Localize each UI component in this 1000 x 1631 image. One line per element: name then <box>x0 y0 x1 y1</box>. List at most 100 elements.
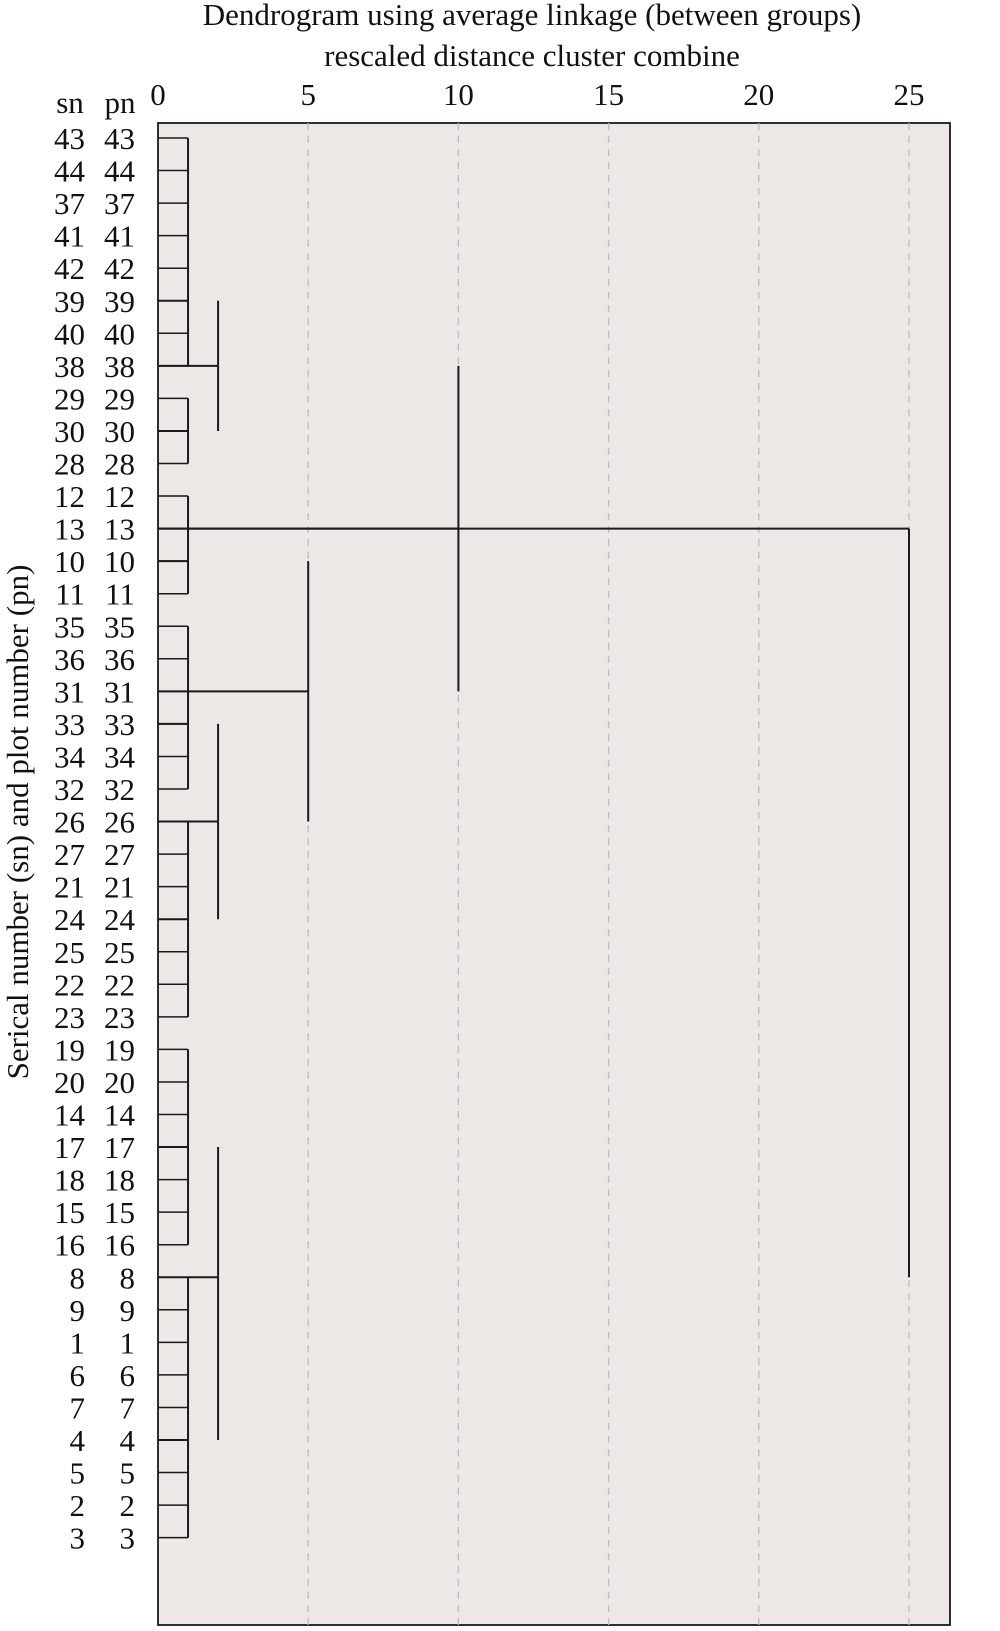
chart-subtitle: rescaled distance cluster combine <box>324 38 740 73</box>
leaf-label-pn: 40 <box>104 316 135 351</box>
leaf-label-sn: 5 <box>70 1456 86 1491</box>
leaf-label-sn: 11 <box>55 577 85 612</box>
leaf-label-pn: 20 <box>104 1065 135 1100</box>
leaf-label-pn: 37 <box>104 186 135 221</box>
leaf-label-pn: 25 <box>104 935 135 970</box>
leaf-label-sn: 20 <box>54 1065 85 1100</box>
leaf-label-pn: 42 <box>104 251 135 286</box>
leaf-label-pn: 31 <box>104 674 135 709</box>
leaf-label-pn: 33 <box>104 707 135 742</box>
plot-panel <box>157 122 951 1626</box>
leaf-label-pn: 43 <box>104 121 135 156</box>
leaf-label-sn: 19 <box>54 1032 85 1067</box>
column-header-sn: sn <box>56 85 84 120</box>
leaf-label-sn: 36 <box>54 642 85 677</box>
leaf-label-pn: 26 <box>104 805 135 840</box>
leaf-label-sn: 6 <box>70 1358 86 1393</box>
leaf-label-sn: 26 <box>54 805 85 840</box>
leaf-label-sn: 44 <box>54 154 86 189</box>
leaf-label-pn: 32 <box>104 772 135 807</box>
leaf-label-sn: 33 <box>54 707 85 742</box>
leaf-label-pn: 44 <box>104 154 136 189</box>
leaf-label-pn: 14 <box>104 1098 136 1133</box>
x-tick-label: 10 <box>443 77 474 112</box>
leaf-label-pn: 5 <box>120 1456 136 1491</box>
leaf-label-sn: 3 <box>70 1521 86 1556</box>
leaf-label-sn: 34 <box>54 739 86 774</box>
leaf-label-pn: 21 <box>104 870 135 905</box>
leaf-label-pn: 2 <box>120 1488 136 1523</box>
leaf-label-pn: 18 <box>104 1163 135 1198</box>
leaf-label-pn: 11 <box>105 577 135 612</box>
leaf-label-pn: 17 <box>104 1130 135 1165</box>
x-tick-label: 20 <box>743 77 774 112</box>
leaf-label-pn: 9 <box>120 1293 136 1328</box>
leaf-label-pn: 6 <box>120 1358 136 1393</box>
leaf-label-sn: 28 <box>54 447 85 482</box>
y-axis-label: Serical number (sn) and plot number (pn) <box>0 565 35 1080</box>
leaf-label-sn: 9 <box>70 1293 86 1328</box>
x-tick-label: 15 <box>593 77 624 112</box>
leaf-label-sn: 8 <box>70 1260 86 1295</box>
leaf-label-pn: 36 <box>104 642 135 677</box>
leaf-label-sn: 38 <box>54 349 85 384</box>
leaf-label-sn: 17 <box>54 1130 85 1165</box>
chart-title: Dendrogram using average linkage (betwee… <box>203 0 862 32</box>
leaf-label-sn: 4 <box>70 1423 86 1458</box>
leaf-label-sn: 22 <box>54 967 85 1002</box>
leaf-label-sn: 42 <box>54 251 85 286</box>
leaf-label-pn: 30 <box>104 414 135 449</box>
leaf-label-pn: 8 <box>120 1260 136 1295</box>
leaf-label-pn: 4 <box>120 1423 136 1458</box>
leaf-label-pn: 12 <box>104 479 135 514</box>
leaf-label-sn: 40 <box>54 316 85 351</box>
leaf-label-pn: 3 <box>120 1521 136 1556</box>
leaf-label-pn: 34 <box>104 739 136 774</box>
leaf-label-pn: 15 <box>104 1195 135 1230</box>
leaf-label-sn: 7 <box>70 1390 86 1425</box>
leaf-label-pn: 35 <box>104 609 135 644</box>
leaf-label-pn: 38 <box>104 349 135 384</box>
leaf-label-sn: 32 <box>54 772 85 807</box>
leaf-label-sn: 18 <box>54 1163 85 1198</box>
leaf-label-sn: 29 <box>54 381 85 416</box>
leaf-label-sn: 16 <box>54 1228 85 1263</box>
leaf-label-pn: 39 <box>104 284 135 319</box>
leaf-label-sn: 24 <box>54 902 86 937</box>
leaf-label-pn: 28 <box>104 447 135 482</box>
leaf-label-sn: 10 <box>54 544 85 579</box>
leaf-label-sn: 14 <box>54 1098 86 1133</box>
leaf-label-pn: 1 <box>120 1325 136 1360</box>
leaf-label-pn: 22 <box>104 967 135 1002</box>
leaf-label-sn: 1 <box>70 1325 86 1360</box>
leaf-label-sn: 15 <box>54 1195 85 1230</box>
leaf-label-sn: 13 <box>54 512 85 547</box>
x-tick-label: 25 <box>894 77 925 112</box>
leaf-label-pn: 23 <box>104 1000 135 1035</box>
leaf-label-sn: 41 <box>54 219 85 254</box>
column-header-pn: pn <box>105 85 137 120</box>
leaf-label-pn: 27 <box>104 837 135 872</box>
leaf-label-sn: 25 <box>54 935 85 970</box>
leaf-label-sn: 2 <box>70 1488 86 1523</box>
cluster-links <box>158 138 910 1538</box>
leaf-label-sn: 21 <box>54 870 85 905</box>
leaf-label-pn: 13 <box>104 512 135 547</box>
leaf-label-pn: 16 <box>104 1228 135 1263</box>
leaf-label-sn: 39 <box>54 284 85 319</box>
leaf-label-sn: 30 <box>54 414 85 449</box>
leaf-label-pn: 7 <box>120 1390 136 1425</box>
leaf-label-pn: 19 <box>104 1032 135 1067</box>
leaf-label-sn: 43 <box>54 121 85 156</box>
leaf-label-sn: 31 <box>54 674 85 709</box>
leaf-label-sn: 37 <box>54 186 85 221</box>
leaf-label-sn: 12 <box>54 479 85 514</box>
leaf-label-sn: 27 <box>54 837 85 872</box>
leaf-label-pn: 24 <box>104 902 136 937</box>
leaf-label-pn: 10 <box>104 544 135 579</box>
leaf-label-pn: 29 <box>104 381 135 416</box>
leaf-label-pn: 41 <box>104 219 135 254</box>
leaf-label-sn: 35 <box>54 609 85 644</box>
